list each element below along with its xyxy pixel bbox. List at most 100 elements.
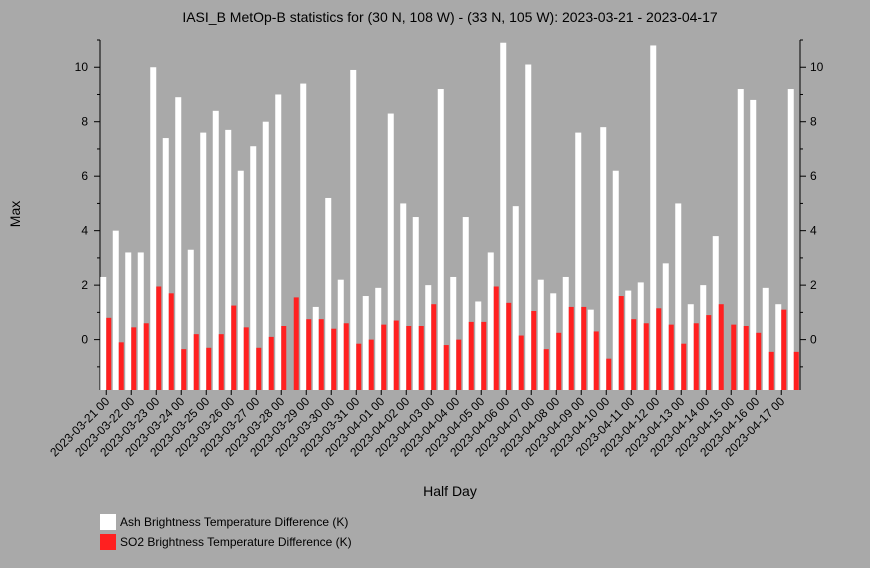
so2-bar	[406, 325, 412, 390]
ash-bar	[587, 309, 594, 390]
ash-bar	[187, 249, 194, 390]
ash-bar	[675, 203, 682, 390]
ash-bar	[425, 285, 432, 390]
ash-bar	[600, 127, 607, 390]
so2-bar	[131, 327, 137, 390]
so2-bar	[156, 286, 162, 390]
legend-label-ash: Ash Brightness Temperature Difference (K…	[120, 515, 349, 529]
ash-bar	[175, 97, 182, 391]
legend-swatch-so2	[100, 534, 116, 550]
y-tick-label-right: 0	[810, 333, 817, 347]
ash-bar	[775, 304, 782, 390]
so2-bar	[118, 342, 124, 390]
ash-bar	[750, 99, 757, 390]
ash-bar	[625, 290, 632, 390]
ash-bar	[462, 217, 469, 390]
so2-bar	[318, 319, 324, 390]
so2-bar	[643, 323, 649, 390]
y-tick-label-right: 8	[810, 115, 817, 129]
so2-bar	[731, 324, 737, 390]
ash-bar	[312, 306, 319, 390]
legend-label-so2: SO2 Brightness Temperature Difference (K…	[120, 535, 352, 549]
so2-bar	[431, 304, 437, 390]
so2-bar	[793, 351, 799, 390]
x-axis-title: Half Day	[423, 483, 477, 499]
so2-bar	[443, 345, 449, 390]
ash-bar	[575, 132, 582, 391]
so2-bar	[681, 343, 687, 390]
y-tick-label-left: 6	[81, 169, 88, 183]
so2-bar	[693, 323, 699, 390]
ash-bar	[325, 197, 332, 390]
so2-bar	[468, 321, 474, 390]
so2-bar	[556, 332, 562, 390]
so2-bar	[356, 343, 362, 390]
so2-bar	[531, 311, 537, 390]
ash-bar	[150, 67, 157, 390]
so2-bar	[518, 335, 524, 390]
ash-bar	[350, 69, 357, 390]
ash-bar	[300, 83, 307, 390]
so2-bar	[243, 327, 249, 390]
ash-bar	[562, 276, 569, 390]
so2-bar	[743, 325, 749, 390]
so2-bar	[231, 305, 237, 390]
chart-title: IASI_B MetOp-B statistics for (30 N, 108…	[182, 9, 718, 25]
so2-bar	[256, 347, 262, 390]
so2-bar	[218, 334, 224, 390]
ash-bar	[437, 89, 444, 391]
ash-bar	[712, 236, 719, 390]
ash-bar	[237, 170, 244, 390]
ash-bar	[662, 263, 669, 390]
so2-bar	[331, 328, 337, 390]
so2-bar	[206, 347, 212, 390]
ash-bar	[450, 276, 457, 390]
so2-bar	[706, 315, 712, 390]
ash-bar	[212, 110, 219, 390]
so2-bar	[343, 323, 349, 390]
ash-bar	[250, 146, 257, 390]
ash-bar	[200, 132, 207, 391]
so2-bar	[456, 339, 462, 390]
y-tick-label-right: 4	[810, 224, 817, 238]
ash-bar	[275, 94, 282, 391]
ash-bar	[225, 129, 232, 390]
legend-item-so2: SO2 Brightness Temperature Difference (K…	[100, 532, 352, 552]
ash-bar	[787, 89, 794, 391]
legend-swatch-ash	[100, 514, 116, 530]
y-tick-label-left: 0	[81, 333, 88, 347]
so2-bar	[618, 296, 624, 390]
ash-bar	[637, 282, 644, 390]
ash-bar	[400, 203, 407, 390]
ash-bar	[737, 89, 744, 391]
so2-bar	[606, 358, 612, 390]
y-tick-label-right: 6	[810, 169, 817, 183]
so2-bar	[281, 325, 287, 390]
so2-bar	[656, 308, 662, 390]
so2-bar	[143, 323, 149, 390]
so2-bar	[368, 339, 374, 390]
so2-bar	[268, 336, 274, 390]
y-axis-title: Max	[7, 201, 23, 227]
ash-bar	[112, 230, 119, 390]
y-tick-label-right: 2	[810, 278, 817, 292]
so2-bar	[568, 306, 574, 390]
so2-bar	[781, 309, 787, 390]
ash-bar	[125, 252, 132, 390]
ash-bar	[337, 279, 344, 390]
so2-bar	[481, 321, 487, 390]
y-tick-label-left: 4	[81, 224, 88, 238]
ash-bar	[375, 287, 382, 390]
so2-bar	[418, 325, 424, 390]
so2-bar	[506, 302, 512, 390]
so2-bar	[181, 349, 187, 390]
so2-bar	[381, 324, 387, 390]
ash-bar	[650, 45, 657, 390]
y-tick-label-left: 2	[81, 278, 88, 292]
ash-bar	[387, 113, 394, 390]
so2-bar	[543, 349, 549, 390]
so2-bar	[493, 286, 499, 390]
ash-bar	[550, 293, 557, 390]
